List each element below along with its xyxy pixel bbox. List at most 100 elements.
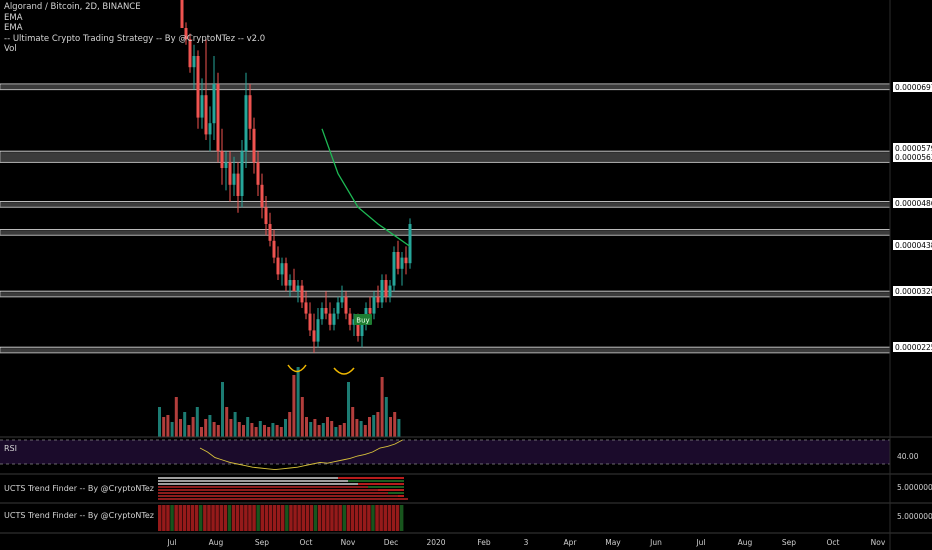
level-badge <box>893 143 932 153</box>
volume-bar <box>296 367 300 437</box>
trend-bar <box>158 492 388 494</box>
trend-bar <box>248 505 252 531</box>
trend-bar <box>322 505 326 531</box>
volume-bar <box>368 417 371 437</box>
volume-bar <box>162 417 166 437</box>
time-tick: Feb <box>477 538 491 547</box>
trend-bar <box>297 505 301 531</box>
candle-body <box>316 319 320 342</box>
volume-bar <box>279 427 283 437</box>
volume-bar <box>225 407 229 437</box>
volume-bar <box>292 375 296 437</box>
candle-body <box>396 252 400 269</box>
volume-bar <box>389 417 392 437</box>
level-badge <box>893 240 932 250</box>
volume-bar <box>187 425 191 437</box>
trend1-label: UCTS Trend Finder -- By @CryptoNTez <box>4 484 154 493</box>
candle-body <box>388 285 392 297</box>
time-tick: 3 <box>524 538 529 547</box>
trend-bar <box>223 505 228 531</box>
volume-bar <box>191 417 195 437</box>
trend-bar <box>158 495 398 497</box>
trend-bar <box>190 505 195 531</box>
buy-tag <box>354 314 372 325</box>
trend-bar <box>215 505 219 531</box>
time-tick: Jun <box>649 538 662 547</box>
candle-body <box>260 184 264 208</box>
trend-bar <box>158 498 408 500</box>
volume-bar <box>313 419 317 437</box>
candle-body <box>200 95 204 118</box>
candle-body <box>208 123 212 135</box>
trend-bar <box>289 505 293 531</box>
legend-ema-2: EMA <box>4 23 23 33</box>
trend-bar <box>227 505 232 531</box>
candle-body <box>236 173 240 196</box>
price-axis: 0.000080000.000075000.000065000.00006000… <box>889 0 932 550</box>
volume-bar <box>397 419 401 437</box>
candle-body <box>252 128 256 163</box>
volume-bar <box>158 407 161 437</box>
volume-bar <box>242 425 245 437</box>
buy-text: Buy <box>356 317 369 325</box>
trend-bar <box>219 505 223 531</box>
time-tick: Aug <box>738 538 753 547</box>
trend-bar <box>387 505 392 531</box>
trend-bar <box>252 505 256 531</box>
volume-bar <box>338 425 342 437</box>
trend-bar <box>178 505 182 531</box>
candle-body <box>264 207 268 224</box>
trend-bar <box>158 480 348 482</box>
trend-bar <box>338 505 342 531</box>
volume-bar <box>246 417 250 437</box>
volume-bar <box>208 415 212 437</box>
trend-bar <box>346 505 351 531</box>
trend-bar <box>378 489 404 491</box>
trend-bar <box>207 505 211 531</box>
trend-bar <box>264 505 269 531</box>
volume-bar <box>359 421 363 437</box>
bottom-arc-2 <box>333 367 355 375</box>
trend-bar <box>281 505 285 531</box>
trend-bar <box>235 505 240 531</box>
trend-bar <box>363 505 367 531</box>
rsi-value: 40.00 <box>897 452 919 461</box>
legend: Algorand / Bitcoin, 2D, BINANCE EMA EMA … <box>4 2 265 55</box>
level-badge <box>893 152 932 162</box>
level-badge <box>893 342 932 352</box>
volume-bar <box>351 407 355 437</box>
volume-bar <box>204 419 208 437</box>
candle-body <box>356 319 360 336</box>
candle-body <box>336 302 340 314</box>
time-tick: Nov <box>871 538 886 547</box>
trend-bar <box>375 505 379 531</box>
time-tick: Oct <box>827 538 840 547</box>
candle-body <box>228 162 232 185</box>
trend-bar <box>174 505 178 531</box>
buy-signal: Buy <box>354 314 372 325</box>
trend-bar <box>186 505 191 531</box>
trend-bar <box>260 505 264 531</box>
time-axis: Jul Aug Sep Oct Nov Dec 2020 Feb 3 Apr May Jun Jul Au… <box>166 538 885 547</box>
trend-panes <box>158 477 408 531</box>
candle-body <box>312 330 316 342</box>
candle-body <box>400 257 404 269</box>
trend-bar <box>338 477 404 479</box>
trend2-label: UCTS Trend Finder -- By @CryptoNTez <box>4 511 154 520</box>
trend-bar <box>158 489 378 491</box>
trend-bar <box>350 505 355 531</box>
trend-bar <box>166 505 170 531</box>
volume-bar <box>330 421 334 437</box>
volume-bar <box>275 425 279 437</box>
level-label: 0.00004860 <box>895 199 932 208</box>
candle-body <box>224 162 228 168</box>
sr-zone-fill <box>0 348 890 353</box>
trend-bar <box>305 505 310 531</box>
volume-bar <box>221 382 224 437</box>
volume-bar <box>355 419 359 437</box>
rsi-line <box>199 439 403 471</box>
trend-bar <box>348 480 404 482</box>
candle-body <box>372 296 376 314</box>
trend-bar <box>383 505 387 531</box>
